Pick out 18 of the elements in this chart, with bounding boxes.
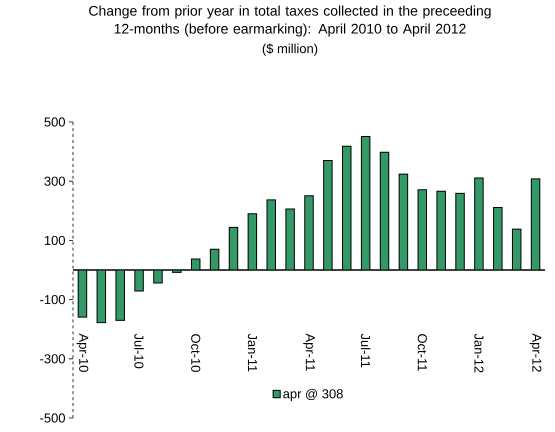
x-tick-label: Apr-12 xyxy=(530,334,542,372)
x-tick-label: Jan-12 xyxy=(474,334,484,372)
x-tick-label: Jul-11 xyxy=(360,334,370,368)
y-tick-label: -500 xyxy=(40,413,65,423)
x-tick-label: Apr-10 xyxy=(76,334,88,372)
x-tick-label: Oct-11 xyxy=(418,334,427,371)
y-tick-label: -300 xyxy=(40,354,65,364)
y-tick-label: 300 xyxy=(44,176,65,186)
x-tick-label: Jul-10 xyxy=(134,334,144,368)
chart-subtitle: ($ million) xyxy=(262,43,318,56)
x-tick-label: Apr-11 xyxy=(303,334,315,371)
y-tick-label: 100 xyxy=(44,236,65,245)
y-tick-label: 500 xyxy=(44,117,65,127)
x-tick-label: Jan-11 xyxy=(248,334,257,372)
x-tick-label: Oct-10 xyxy=(191,334,200,372)
y-tick-label: -100 xyxy=(40,295,65,304)
chart-title: Change from prior year in total taxes collected in the preceeding 12-months (before earmarking): April 2010 to April 2012 xyxy=(89,6,491,36)
legend-label: apr @ 308 xyxy=(283,388,343,401)
